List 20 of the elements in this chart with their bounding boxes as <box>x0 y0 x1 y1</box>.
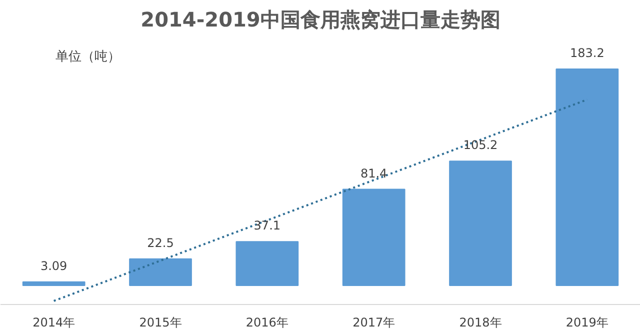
data-label: 22.5 <box>147 236 174 250</box>
data-label: 105.2 <box>463 138 498 152</box>
data-label: 3.09 <box>40 258 68 273</box>
x-tick-label: 2016年 <box>246 316 288 330</box>
bar <box>449 160 512 286</box>
bar <box>22 281 86 286</box>
data-label: 37.1 <box>254 218 281 233</box>
x-tick-label: 2017年 <box>352 316 396 330</box>
x-tick-label: 2018年 <box>459 316 502 330</box>
data-label: 183.2 <box>570 46 604 60</box>
chart-title: 2014-2019中国食用燕窝进口量走势图 <box>140 8 500 32</box>
bar <box>342 188 406 286</box>
bar <box>556 68 619 286</box>
bar <box>129 258 192 286</box>
x-tick-label: 2019年 <box>566 316 608 330</box>
text: 单位（吨） <box>56 50 120 64</box>
data-label: 81.4 <box>360 166 388 180</box>
x-tick-label: 2014年 <box>32 316 76 330</box>
bar <box>236 241 299 286</box>
x-tick-label: 2015年 <box>139 316 182 330</box>
